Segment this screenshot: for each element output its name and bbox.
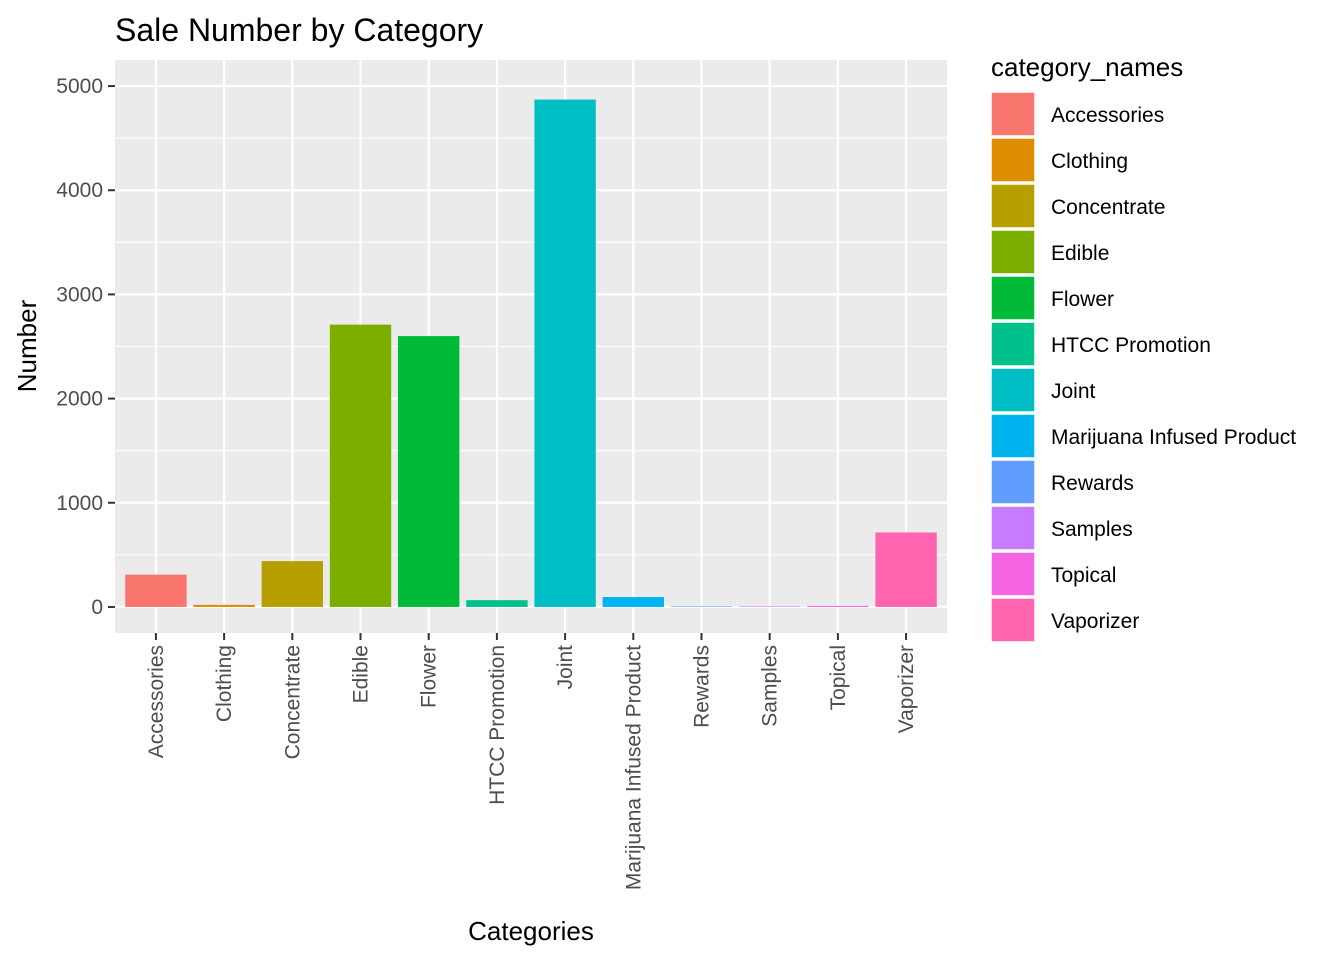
legend-label: Flower	[1051, 288, 1114, 311]
x-tick-label: Accessories	[145, 645, 168, 758]
legend-key	[990, 91, 1036, 137]
bar-accessories	[125, 574, 187, 607]
x-tick-label: HTCC Promotion	[486, 645, 509, 805]
x-tick-label: Joint	[554, 645, 577, 690]
legend-label: Marijuana Infused Product	[1051, 426, 1296, 449]
y-tick-label: 0	[91, 596, 103, 619]
x-tick-label: Topical	[827, 645, 850, 710]
bar-htcc-promotion	[466, 600, 528, 607]
bar-joint	[534, 99, 596, 607]
legend-key	[990, 275, 1036, 321]
x-tick-label: Concentrate	[281, 645, 304, 759]
legend-label: Samples	[1051, 518, 1133, 541]
legend-key	[990, 459, 1036, 505]
legend-key	[990, 597, 1036, 643]
legend-label: Clothing	[1051, 150, 1128, 173]
x-tick-label: Clothing	[213, 645, 236, 722]
bar-marijuana-infused-product	[602, 597, 664, 607]
y-axis: 0 1000 2000 3000 4000 5000	[56, 75, 115, 619]
legend-label: Vaporizer	[1051, 610, 1139, 633]
legend-key	[990, 413, 1036, 459]
y-tick-label: 5000	[56, 75, 103, 98]
legend-label: Rewards	[1051, 472, 1134, 495]
bars	[125, 99, 937, 607]
legend-key	[990, 229, 1036, 275]
x-axis: Accessories Clothing Concentrate Edible Flow…	[145, 633, 918, 890]
legend-label: Topical	[1051, 564, 1116, 587]
legend-key	[990, 551, 1036, 597]
legend-key	[990, 137, 1036, 183]
legend-label: Edible	[1051, 242, 1109, 265]
legend-title: category_names	[991, 52, 1183, 82]
legend-label: Accessories	[1051, 104, 1164, 127]
legend-key	[990, 321, 1036, 367]
y-tick-label: 4000	[56, 179, 103, 202]
bar-rewards	[670, 606, 733, 607]
y-axis-title: Number	[12, 299, 42, 392]
x-tick-label: Flower	[418, 645, 441, 708]
legend: category_names Accessories Clothing Concen…	[990, 52, 1296, 643]
bar-samples	[739, 606, 801, 607]
legend-label: HTCC Promotion	[1051, 334, 1211, 357]
bar-concentrate	[261, 561, 323, 607]
legend-key	[990, 183, 1036, 229]
x-tick-label: Vaporizer	[895, 645, 918, 733]
bar-flower	[398, 336, 460, 607]
bar-topical	[807, 605, 869, 607]
x-tick-label: Samples	[759, 645, 782, 727]
y-tick-label: 2000	[56, 388, 103, 411]
legend-label: Joint	[1051, 380, 1096, 403]
legend-key	[990, 505, 1036, 551]
x-axis-title: Categories	[468, 916, 594, 946]
x-tick-label: Rewards	[690, 645, 713, 728]
y-tick-label: 3000	[56, 283, 103, 306]
x-tick-label: Marijuana Infused Product	[622, 645, 645, 890]
y-tick-label: 1000	[56, 492, 103, 515]
bar-vaporizer	[875, 532, 937, 607]
bar-clothing	[193, 604, 255, 607]
legend-key	[990, 367, 1036, 413]
bar-edible	[329, 324, 392, 607]
legend-label: Concentrate	[1051, 196, 1165, 219]
chart-title: Sale Number by Category	[115, 12, 483, 48]
x-tick-label: Edible	[350, 645, 373, 703]
